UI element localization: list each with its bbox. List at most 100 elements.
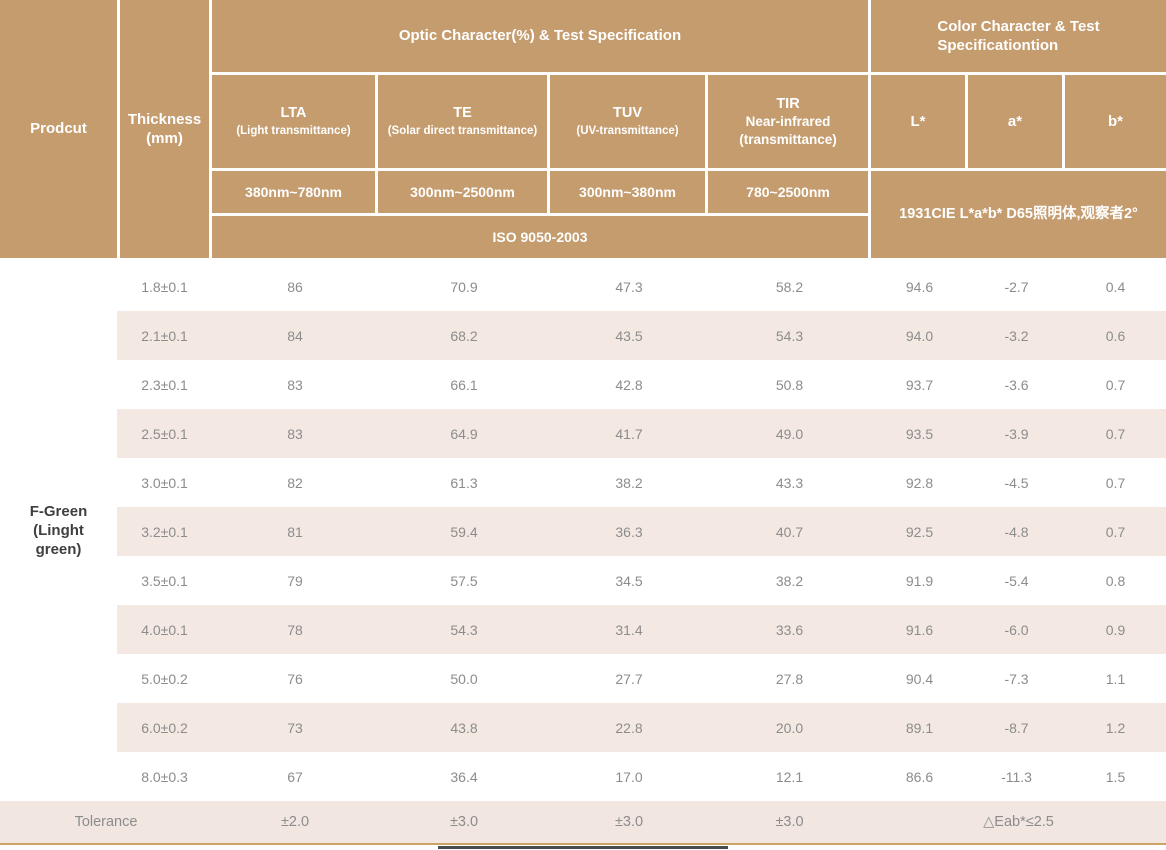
cell-b-star: 0.7	[1105, 523, 1126, 540]
te-sublabel: (Solar direct transmittance)	[387, 125, 538, 138]
cell-l-star: 89.1	[905, 719, 934, 736]
cell-te: 70.9	[450, 278, 478, 295]
cell-b-star: 0.9	[1105, 621, 1126, 638]
cell-l-star: 93.5	[905, 425, 934, 442]
cell-tuv: 27.7	[615, 670, 643, 687]
column-header-tir: TIR Near-infrared (transmittance)	[708, 75, 868, 168]
cell-a-star: -7.3	[1004, 670, 1029, 687]
cell-tuv: 22.8	[615, 719, 643, 736]
cell-lta: 83	[287, 376, 303, 393]
product-column-label: Prodcut	[30, 120, 87, 138]
cell-l-star: 92.8	[905, 474, 934, 491]
cell-a-star: -11.3	[1001, 768, 1032, 785]
cell-l-star: 92.5	[905, 523, 934, 540]
cell-l-star: 91.9	[905, 572, 934, 589]
cell-te: 59.4	[450, 523, 478, 540]
column-header-l-star: L*	[871, 75, 965, 168]
product-name-line2: (Linght	[33, 522, 84, 540]
table-row: 2.5±0.1 83 64.9 41.7 49.0 93.5 -3.9 0.7	[117, 409, 1166, 458]
cell-a-star: -3.9	[1004, 425, 1029, 442]
tir-label: TIR	[776, 95, 800, 112]
range-te: 300nm~2500nm	[378, 171, 547, 213]
cell-b-star: 0.7	[1105, 474, 1126, 491]
tolerance-color: △Eab*≤2.5	[983, 814, 1054, 830]
cell-thickness: 2.1±0.1	[141, 327, 188, 344]
column-header-a-star: a*	[968, 75, 1062, 168]
cell-thickness: 3.2±0.1	[141, 523, 188, 540]
cie-standard-label: 1931CIE L*a*b* D65照明体,观察者2°	[899, 206, 1138, 223]
cell-tir: 20.0	[775, 719, 804, 736]
tolerance-lta: ±2.0	[280, 814, 310, 830]
cell-tuv: 34.5	[615, 572, 643, 589]
cell-thickness: 3.0±0.1	[141, 474, 188, 491]
cell-tir: 43.3	[775, 474, 804, 491]
optic-group-header: Optic Character(%) & Test Specification	[212, 0, 868, 72]
tir-sublabel-line2: (transmittance)	[739, 131, 837, 147]
table-row: 8.0±0.3 67 36.4 17.0 12.1 86.6 -11.3 1.5	[117, 752, 1166, 801]
tuv-sublabel: (UV-transmittance)	[576, 125, 679, 138]
cell-tuv: 17.0	[615, 768, 643, 785]
lta-label: LTA	[280, 104, 307, 121]
a-star-label: a*	[1007, 112, 1023, 130]
color-group-title-line2: Specificationtion	[937, 37, 1059, 54]
cell-tuv: 47.3	[615, 278, 643, 295]
range-tuv: 300nm~380nm	[550, 171, 705, 213]
cell-thickness: 8.0±0.3	[141, 768, 188, 785]
product-name-line1: F-Green	[29, 503, 88, 521]
cell-tir: 40.7	[775, 523, 804, 540]
cell-lta: 76	[287, 670, 303, 687]
cell-tuv: 36.3	[615, 523, 643, 540]
lta-sublabel: (Light transmittance)	[236, 125, 351, 138]
table-row: 5.0±0.2 76 50.0 27.7 27.8 90.4 -7.3 1.1	[117, 654, 1166, 703]
cell-tuv: 41.7	[615, 425, 643, 442]
cell-tuv: 31.4	[615, 621, 643, 638]
cell-tir: 50.8	[775, 376, 804, 393]
cell-te: 36.4	[450, 768, 478, 785]
table-row: 4.0±0.1 78 54.3 31.4 33.6 91.6 -6.0 0.9	[117, 605, 1166, 654]
cell-tir: 12.1	[775, 768, 804, 785]
cell-a-star: -4.8	[1004, 523, 1029, 540]
product-column-header: Prodcut	[0, 0, 117, 258]
cell-a-star: -2.7	[1004, 278, 1029, 295]
cell-lta: 84	[287, 327, 303, 344]
cell-thickness: 4.0±0.1	[141, 621, 188, 638]
cell-b-star: 0.4	[1105, 278, 1126, 295]
table-body-rows: 1.8±0.1 86 70.9 47.3 58.2 94.6 -2.7 0.4 …	[0, 262, 1166, 801]
cell-te: 54.3	[450, 621, 478, 638]
cell-l-star: 86.6	[905, 768, 934, 785]
tolerance-tuv: ±3.0	[614, 814, 644, 830]
optic-group-title: Optic Character(%) & Test Specification	[398, 27, 682, 45]
cell-l-star: 91.6	[905, 621, 934, 638]
range-lta: 380nm~780nm	[212, 171, 375, 213]
cell-b-star: 1.2	[1105, 719, 1126, 736]
cell-l-star: 94.6	[905, 278, 934, 295]
cell-tir: 58.2	[775, 278, 804, 295]
range-te-label: 300nm~2500nm	[410, 183, 515, 200]
product-name-line3: green)	[35, 540, 82, 558]
table-row: 3.0±0.1 82 61.3 38.2 43.3 92.8 -4.5 0.7	[117, 458, 1166, 507]
cell-tir: 33.6	[775, 621, 804, 638]
iso-standard-label: ISO 9050-2003	[492, 228, 588, 245]
cell-lta: 78	[287, 621, 303, 638]
cell-tuv: 43.5	[615, 327, 643, 344]
cell-lta: 67	[287, 768, 303, 785]
cell-l-star: 94.0	[905, 327, 934, 344]
cell-te: 57.5	[450, 572, 478, 589]
tolerance-row: Tolerance ±2.0 ±3.0 ±3.0 ±3.0 △Eab*≤2.5	[0, 801, 1166, 843]
cell-tir: 54.3	[775, 327, 804, 344]
cell-a-star: -3.2	[1004, 327, 1029, 344]
cell-lta: 73	[287, 719, 303, 736]
cell-thickness: 5.0±0.2	[141, 670, 188, 687]
cell-tir: 27.8	[775, 670, 804, 687]
cell-tuv: 38.2	[615, 474, 643, 491]
cell-l-star: 93.7	[905, 376, 934, 393]
cell-b-star: 0.8	[1105, 572, 1126, 589]
range-tir-label: 780~2500nm	[746, 183, 830, 200]
cell-b-star: 0.7	[1105, 425, 1126, 442]
cell-b-star: 0.7	[1105, 376, 1126, 393]
bottom-dark-bar	[438, 846, 728, 849]
cell-a-star: -5.4	[1004, 572, 1029, 589]
column-header-lta: LTA (Light transmittance)	[212, 75, 375, 168]
cell-thickness: 6.0±0.2	[141, 719, 188, 736]
table-row: 1.8±0.1 86 70.9 47.3 58.2 94.6 -2.7 0.4	[117, 262, 1166, 311]
